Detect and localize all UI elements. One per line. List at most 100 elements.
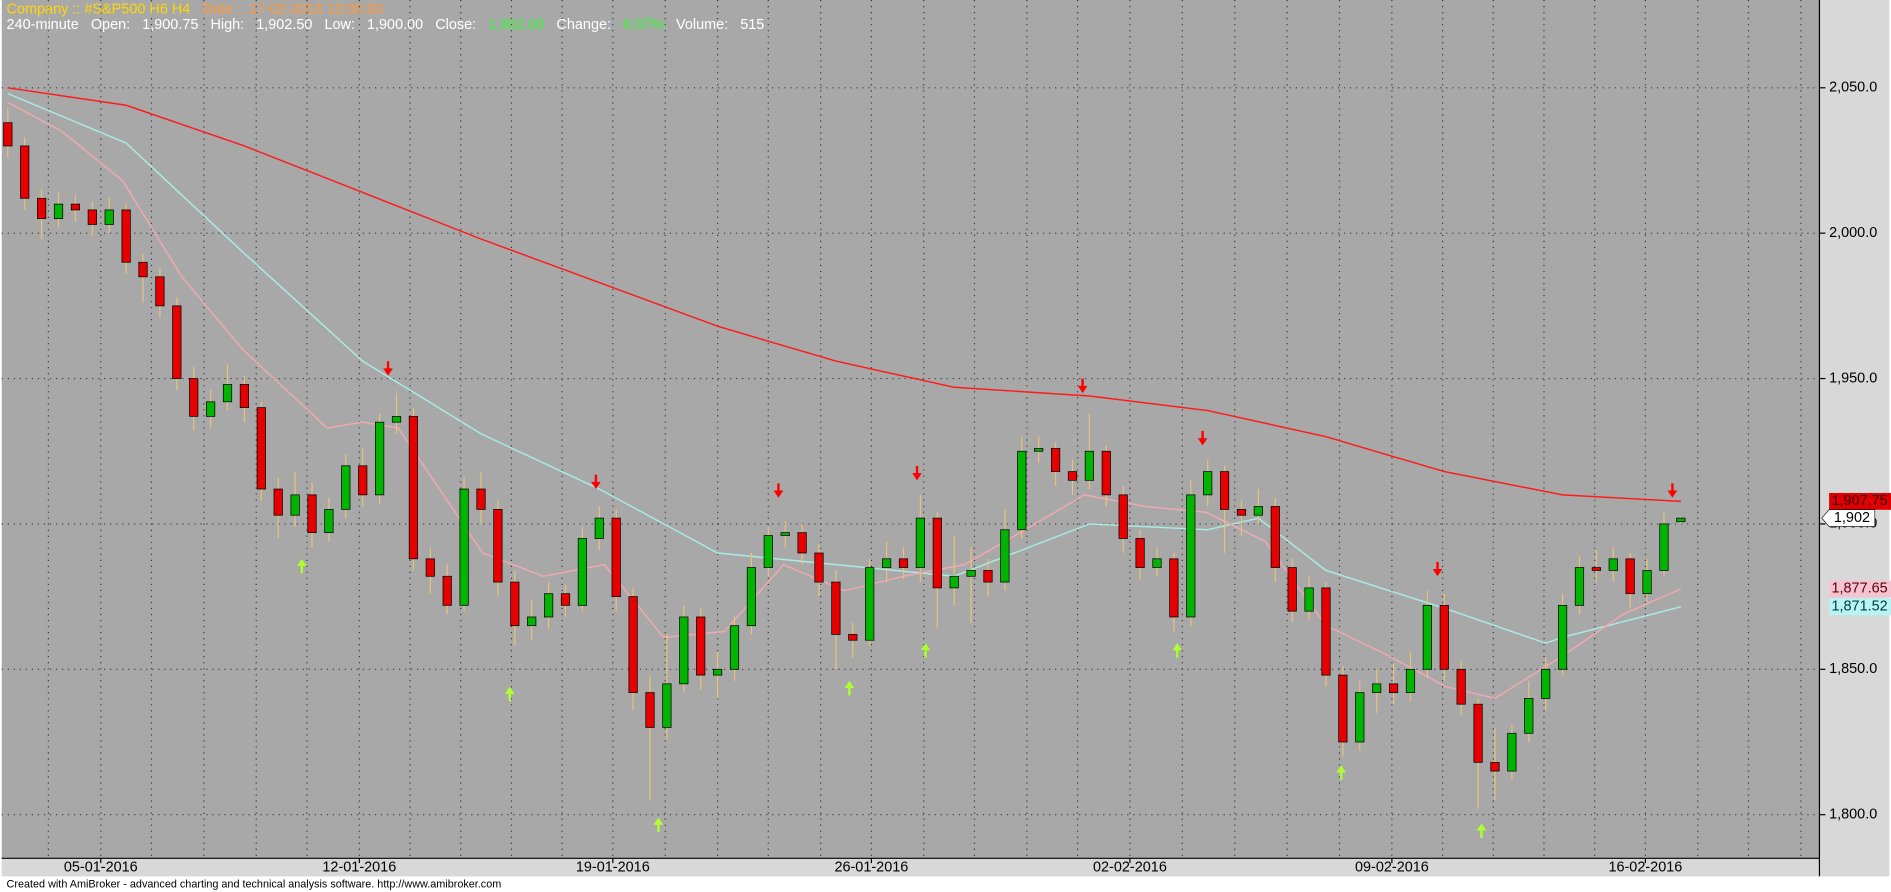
candle-body bbox=[932, 517, 942, 589]
candle-body bbox=[3, 122, 13, 147]
candle-body bbox=[1253, 506, 1263, 516]
buy-arrow bbox=[920, 643, 931, 658]
x-tick-label: 19-01-2016 bbox=[576, 860, 650, 876]
moving-average bbox=[7, 101, 1682, 700]
candle-body bbox=[70, 203, 81, 211]
price-tag bbox=[1829, 580, 1891, 598]
candle-body bbox=[713, 668, 723, 676]
candle-body bbox=[172, 305, 182, 379]
candle-body bbox=[882, 558, 892, 568]
candle-body bbox=[831, 581, 841, 635]
candle-body bbox=[1608, 558, 1618, 571]
header-text: Change: bbox=[556, 17, 611, 33]
header-text: 240-minute bbox=[7, 17, 79, 33]
candle-body bbox=[780, 532, 790, 536]
candle-body bbox=[307, 494, 317, 534]
header-text: Low: bbox=[324, 17, 355, 33]
candle-body bbox=[763, 535, 773, 568]
candle-body bbox=[1169, 558, 1179, 618]
y-tick-label: 1,800.0 bbox=[1829, 806, 1877, 822]
candle-body bbox=[1372, 683, 1382, 693]
candle-body bbox=[206, 401, 216, 417]
price-tag bbox=[1821, 509, 1876, 527]
candle-body bbox=[696, 616, 706, 676]
x-tick-label: 12-01-2016 bbox=[322, 860, 396, 876]
candle-body bbox=[577, 538, 587, 606]
price-tag-label: 1,907.75 bbox=[1831, 493, 1887, 509]
candle-body bbox=[476, 488, 486, 510]
candle-body bbox=[1270, 506, 1280, 568]
candle-body bbox=[1203, 471, 1213, 496]
candle-body bbox=[1017, 450, 1027, 531]
footer: Created with AmiBroker - advanced charti… bbox=[7, 879, 502, 891]
candle-body bbox=[966, 570, 976, 577]
buy-arrow bbox=[844, 680, 855, 696]
candle-body bbox=[256, 407, 266, 490]
y-tick-label: 2,050.0 bbox=[1829, 80, 1877, 96]
candle-body bbox=[915, 517, 925, 568]
y-tick-label: 1,950.0 bbox=[1829, 370, 1877, 386]
sell-arrow bbox=[912, 465, 922, 481]
buy-arrow bbox=[653, 817, 664, 833]
overlay: Company :: #S&P500 H6 H4 Date :: 17-02-20… bbox=[7, 1, 1891, 838]
header-text: 1,900.75 bbox=[142, 17, 198, 33]
candle-body bbox=[1541, 668, 1551, 699]
candle-body bbox=[1152, 558, 1162, 568]
buy-arrow bbox=[297, 558, 307, 574]
candle-body bbox=[679, 616, 689, 685]
candle-body bbox=[1051, 447, 1061, 472]
candle-body bbox=[1625, 558, 1635, 595]
candle-body bbox=[1422, 604, 1432, 670]
candle-body bbox=[1101, 450, 1111, 496]
plot-background bbox=[1, 0, 1820, 859]
candle-body bbox=[408, 415, 418, 560]
header-text: 1,902.00 bbox=[488, 17, 544, 33]
candle-body bbox=[1338, 674, 1348, 743]
candle-body bbox=[1321, 587, 1331, 676]
candle-body bbox=[1355, 692, 1365, 743]
header-text: Company :: #S&P500 H6 H4 bbox=[7, 1, 191, 17]
candle-body bbox=[87, 209, 97, 225]
header-text: 1,900.00 bbox=[367, 17, 423, 33]
candle-body bbox=[510, 581, 520, 627]
price-tag bbox=[1829, 492, 1891, 510]
candle-body bbox=[1000, 529, 1010, 583]
candle-body bbox=[1118, 494, 1128, 539]
candle-body bbox=[949, 575, 959, 589]
candle-body bbox=[1456, 668, 1466, 705]
header-text: Date :: 17-02-2016 13:00:00 bbox=[202, 1, 383, 17]
header-text: Volume: bbox=[676, 17, 728, 33]
header-text: Close: bbox=[435, 17, 476, 33]
candle-body bbox=[358, 465, 368, 496]
candle-body bbox=[1557, 604, 1568, 670]
candle-body bbox=[865, 567, 875, 641]
x-tick-label: 26-01-2016 bbox=[834, 860, 908, 876]
price-tag-label: 1,902 bbox=[1834, 510, 1870, 526]
x-tick-label: 16-02-2016 bbox=[1608, 860, 1682, 876]
header-text: 515 bbox=[740, 17, 764, 33]
candle-body bbox=[37, 197, 47, 220]
candle-body bbox=[1067, 471, 1078, 481]
candle-body bbox=[729, 625, 740, 670]
candle-body bbox=[138, 261, 148, 278]
candle-body bbox=[1388, 683, 1399, 693]
candle-body bbox=[1287, 567, 1297, 612]
sell-arrow bbox=[1197, 430, 1208, 446]
buy-arrow bbox=[1336, 765, 1347, 780]
candle-body bbox=[239, 384, 249, 408]
candle-body bbox=[273, 488, 283, 516]
candle-body bbox=[1304, 587, 1314, 612]
candle-body bbox=[1135, 538, 1145, 568]
candle-body bbox=[645, 692, 655, 728]
candle-body bbox=[1676, 517, 1686, 523]
marks bbox=[3, 87, 1686, 809]
candle-body bbox=[341, 465, 351, 510]
candle-body bbox=[544, 593, 554, 618]
candle-body bbox=[1219, 471, 1230, 510]
header-text: High: bbox=[210, 17, 244, 33]
price-tag-label: 1,871.52 bbox=[1831, 599, 1887, 615]
candle-body bbox=[104, 209, 114, 225]
candle-body bbox=[848, 634, 858, 641]
